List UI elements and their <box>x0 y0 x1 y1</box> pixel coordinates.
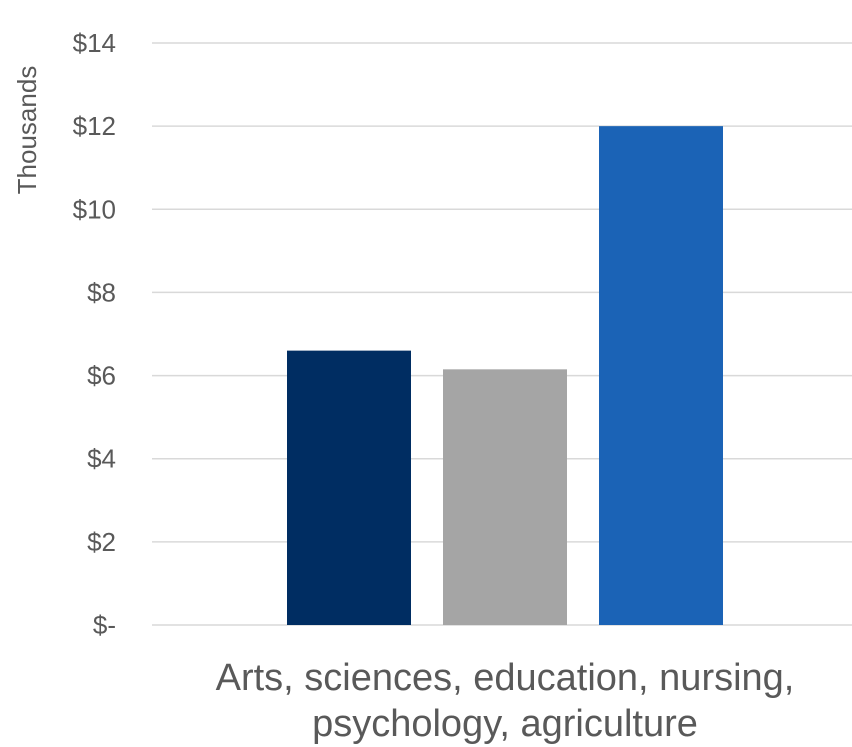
y-tick-label: $6 <box>87 361 116 391</box>
y-axis-ticks: $- $2 $4 $6 $8 $10 $12 $14 <box>73 28 116 640</box>
bar-3 <box>599 126 723 626</box>
y-tick-label: $12 <box>73 111 116 141</box>
y-tick-label: $14 <box>73 28 116 58</box>
y-tick-label: $8 <box>87 277 116 307</box>
y-tick-label: $10 <box>73 194 116 224</box>
bar-1 <box>287 350 411 625</box>
y-axis-label: Thousands <box>12 66 42 195</box>
y-tick-label: $- <box>93 610 116 640</box>
bar-2 <box>443 369 567 625</box>
y-tick-label: $4 <box>87 444 116 474</box>
bars <box>287 126 723 626</box>
y-tick-label: $2 <box>87 527 116 557</box>
x-category-label-line: Arts, sciences, education, nursing, <box>216 657 795 699</box>
x-axis-category-label: Arts, sciences, education, nursing,psych… <box>216 657 795 745</box>
x-category-label-line: psychology, agriculture <box>312 703 698 745</box>
